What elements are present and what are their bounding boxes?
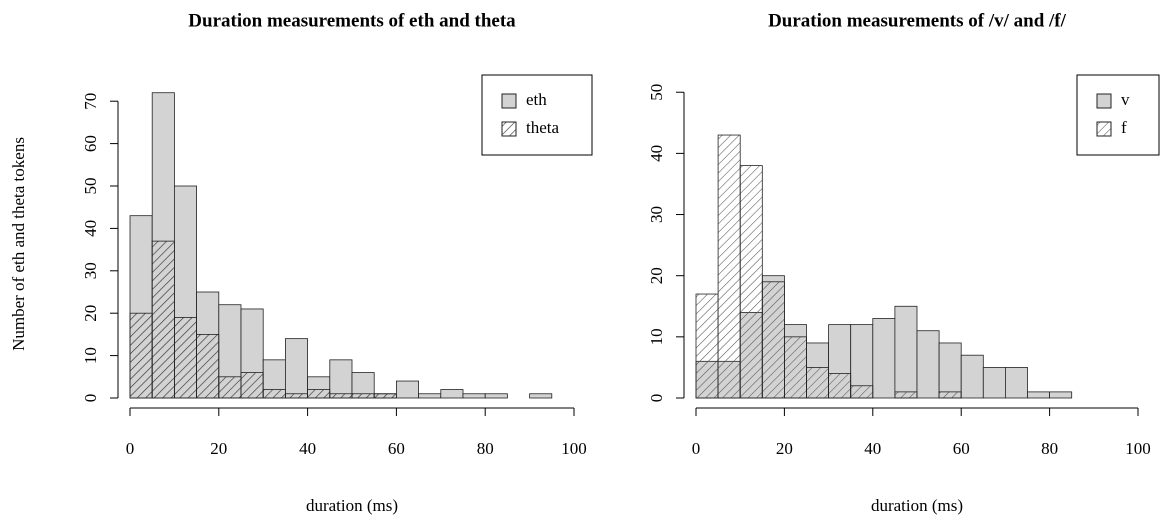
bar (151, 240, 175, 399)
y-tick-label: 60 (81, 135, 100, 152)
bar (395, 380, 419, 399)
bar (329, 359, 353, 399)
legend-label: f (1121, 118, 1127, 137)
x-axis-label: duration (ms) (871, 496, 963, 515)
bar (739, 165, 763, 399)
bar (440, 389, 464, 399)
chart-title: Duration measurements of eth and theta (188, 10, 516, 31)
x-axis-label: duration (ms) (306, 496, 398, 515)
x-tick-label: 60 (953, 439, 970, 458)
bar (240, 372, 264, 399)
bar (717, 134, 741, 399)
y-axis-label: Number of eth and theta tokens (9, 137, 28, 351)
x-tick-label: 80 (477, 439, 494, 458)
legend-box (481, 74, 593, 156)
legend-label: theta (526, 118, 559, 137)
bar (850, 385, 874, 399)
bar (695, 293, 719, 399)
bar (262, 389, 286, 399)
y-tick-label: 50 (647, 84, 666, 101)
bar (284, 338, 308, 399)
y-tick-label: 10 (81, 347, 100, 364)
bar (462, 393, 486, 399)
bar (872, 318, 896, 399)
bar (960, 354, 984, 399)
legend-label: eth (526, 90, 547, 109)
bar (1005, 367, 1028, 399)
bar (1027, 391, 1051, 399)
legend-swatch (1096, 121, 1112, 137)
y-tick-label: 50 (81, 178, 100, 195)
x-tick-label: 100 (561, 439, 587, 458)
bar (1049, 391, 1073, 399)
bar (129, 312, 153, 399)
x-tick-label: 40 (299, 439, 316, 458)
bar (484, 393, 508, 399)
bar (938, 342, 962, 399)
bar (284, 393, 308, 399)
bar (173, 317, 197, 399)
bar (828, 373, 852, 399)
x-tick-label: 100 (1125, 439, 1151, 458)
bar (418, 393, 442, 399)
y-tick-label: 0 (81, 394, 100, 403)
bar (806, 367, 830, 399)
bar (529, 393, 553, 399)
x-tick-label: 40 (864, 439, 881, 458)
bar (894, 305, 918, 399)
y-tick-label: 40 (81, 220, 100, 237)
legend-label: v (1121, 90, 1130, 109)
chart-title: Duration measurements of /v/ and /f/ (768, 10, 1067, 31)
bar (196, 333, 220, 399)
bar (218, 376, 242, 399)
y-tick-label: 20 (647, 267, 666, 284)
x-tick-label: 60 (388, 439, 405, 458)
x-tick-label: 20 (776, 439, 793, 458)
bar (351, 393, 375, 399)
bar (329, 393, 353, 399)
y-tick-label: 10 (647, 328, 666, 345)
legend-swatch (501, 121, 517, 137)
y-tick-label: 20 (81, 305, 100, 322)
y-tick-label: 0 (647, 394, 666, 403)
bar (761, 281, 785, 399)
bar (784, 336, 807, 399)
y-tick-label: 30 (81, 262, 100, 279)
bar (373, 393, 397, 399)
bar (982, 367, 1006, 399)
bar (916, 330, 940, 399)
legend-swatch (501, 93, 517, 109)
y-tick-label: 40 (647, 145, 666, 162)
x-tick-label: 80 (1041, 439, 1058, 458)
legend-box (1076, 74, 1160, 156)
y-tick-label: 70 (81, 93, 100, 110)
x-tick-label: 0 (692, 439, 701, 458)
bar (938, 391, 962, 399)
legend-swatch (1096, 93, 1112, 109)
x-tick-label: 20 (210, 439, 227, 458)
y-tick-label: 30 (647, 206, 666, 223)
bar (307, 389, 331, 399)
bar (894, 391, 918, 399)
x-tick-label: 0 (126, 439, 135, 458)
